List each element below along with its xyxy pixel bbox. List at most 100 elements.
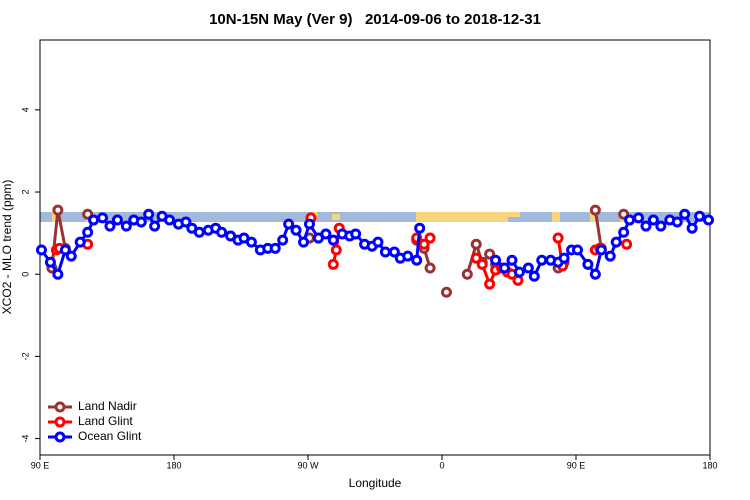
point: [610, 236, 622, 248]
land-patch: [332, 214, 340, 220]
point: [65, 250, 77, 262]
point: [536, 254, 548, 266]
x-tick-label: 90 E: [31, 460, 50, 470]
point: [327, 234, 339, 246]
point: [595, 244, 607, 256]
y-tick-label: -4: [20, 435, 30, 443]
legend-label: Land Nadir: [78, 399, 137, 413]
point: [120, 220, 132, 232]
point: [633, 212, 645, 224]
point: [414, 222, 426, 234]
point: [418, 238, 430, 250]
point: [277, 234, 289, 246]
point: [290, 224, 302, 236]
point: [694, 210, 706, 222]
land-patch: [590, 212, 598, 222]
x-axis-label: Longitude: [349, 476, 402, 490]
chart-title: 10N-15N May (Ver 9) 2014-09-06 to 2018-1…: [209, 11, 541, 28]
point: [440, 286, 452, 298]
point: [269, 242, 281, 254]
y-axis-label: XCO2 - MLO trend (ppm): [0, 180, 14, 315]
point: [513, 266, 525, 278]
legend-label: Land Glint: [78, 414, 133, 428]
point: [589, 268, 601, 280]
point: [582, 258, 594, 270]
y-tick-label: -2: [20, 352, 30, 360]
land-patch: [508, 212, 520, 217]
point: [104, 220, 116, 232]
point: [193, 226, 205, 238]
legend-label: Ocean Glint: [78, 429, 142, 443]
legend-swatch: [54, 416, 66, 428]
point: [303, 218, 315, 230]
point: [52, 204, 64, 216]
point: [59, 244, 71, 256]
legend-swatch: [54, 401, 66, 413]
point: [97, 212, 109, 224]
point: [506, 254, 518, 266]
point: [470, 252, 482, 264]
point: [44, 256, 56, 268]
point: [461, 268, 473, 280]
point: [372, 236, 384, 248]
x-tick-label: 180: [166, 460, 181, 470]
point: [164, 214, 176, 226]
y-tick-label: 4: [20, 107, 30, 112]
point: [621, 238, 633, 250]
point: [245, 236, 257, 248]
point: [528, 270, 540, 282]
point: [74, 236, 86, 248]
point: [411, 254, 423, 266]
x-tick-label: 180: [702, 460, 717, 470]
point: [618, 226, 630, 238]
point: [552, 232, 564, 244]
point: [135, 216, 147, 228]
point: [490, 254, 502, 266]
point: [88, 214, 100, 226]
land-patch: [52, 212, 58, 222]
legend-swatch: [54, 431, 66, 443]
point: [604, 250, 616, 262]
point: [35, 244, 47, 256]
point: [647, 214, 659, 226]
point: [216, 226, 228, 238]
point: [320, 228, 332, 240]
point: [624, 214, 636, 226]
point: [470, 238, 482, 250]
point: [330, 244, 342, 256]
x-tick-label: 90 E: [567, 460, 586, 470]
point: [522, 262, 534, 274]
point: [512, 274, 524, 286]
point: [180, 216, 192, 228]
point: [476, 258, 488, 270]
point: [686, 222, 698, 234]
point: [424, 232, 436, 244]
point: [671, 216, 683, 228]
point: [52, 268, 64, 280]
point: [679, 208, 691, 220]
point: [388, 246, 400, 258]
y-tick-label: 0: [20, 272, 30, 277]
point: [589, 204, 601, 216]
ocean-strip: [40, 212, 710, 222]
point: [298, 236, 310, 248]
point: [655, 220, 667, 232]
point: [327, 258, 339, 270]
x-tick-label: 0: [439, 460, 444, 470]
point: [484, 248, 496, 260]
point: [149, 220, 161, 232]
land-patch: [552, 212, 560, 222]
land-patch: [416, 212, 508, 222]
point: [283, 218, 295, 230]
point: [558, 252, 570, 264]
point: [379, 246, 391, 258]
point: [499, 262, 511, 274]
point: [402, 250, 414, 262]
x-tick-label: 90 W: [297, 460, 319, 470]
series: [35, 208, 715, 282]
point: [703, 214, 715, 226]
point: [82, 226, 94, 238]
point: [424, 262, 436, 274]
